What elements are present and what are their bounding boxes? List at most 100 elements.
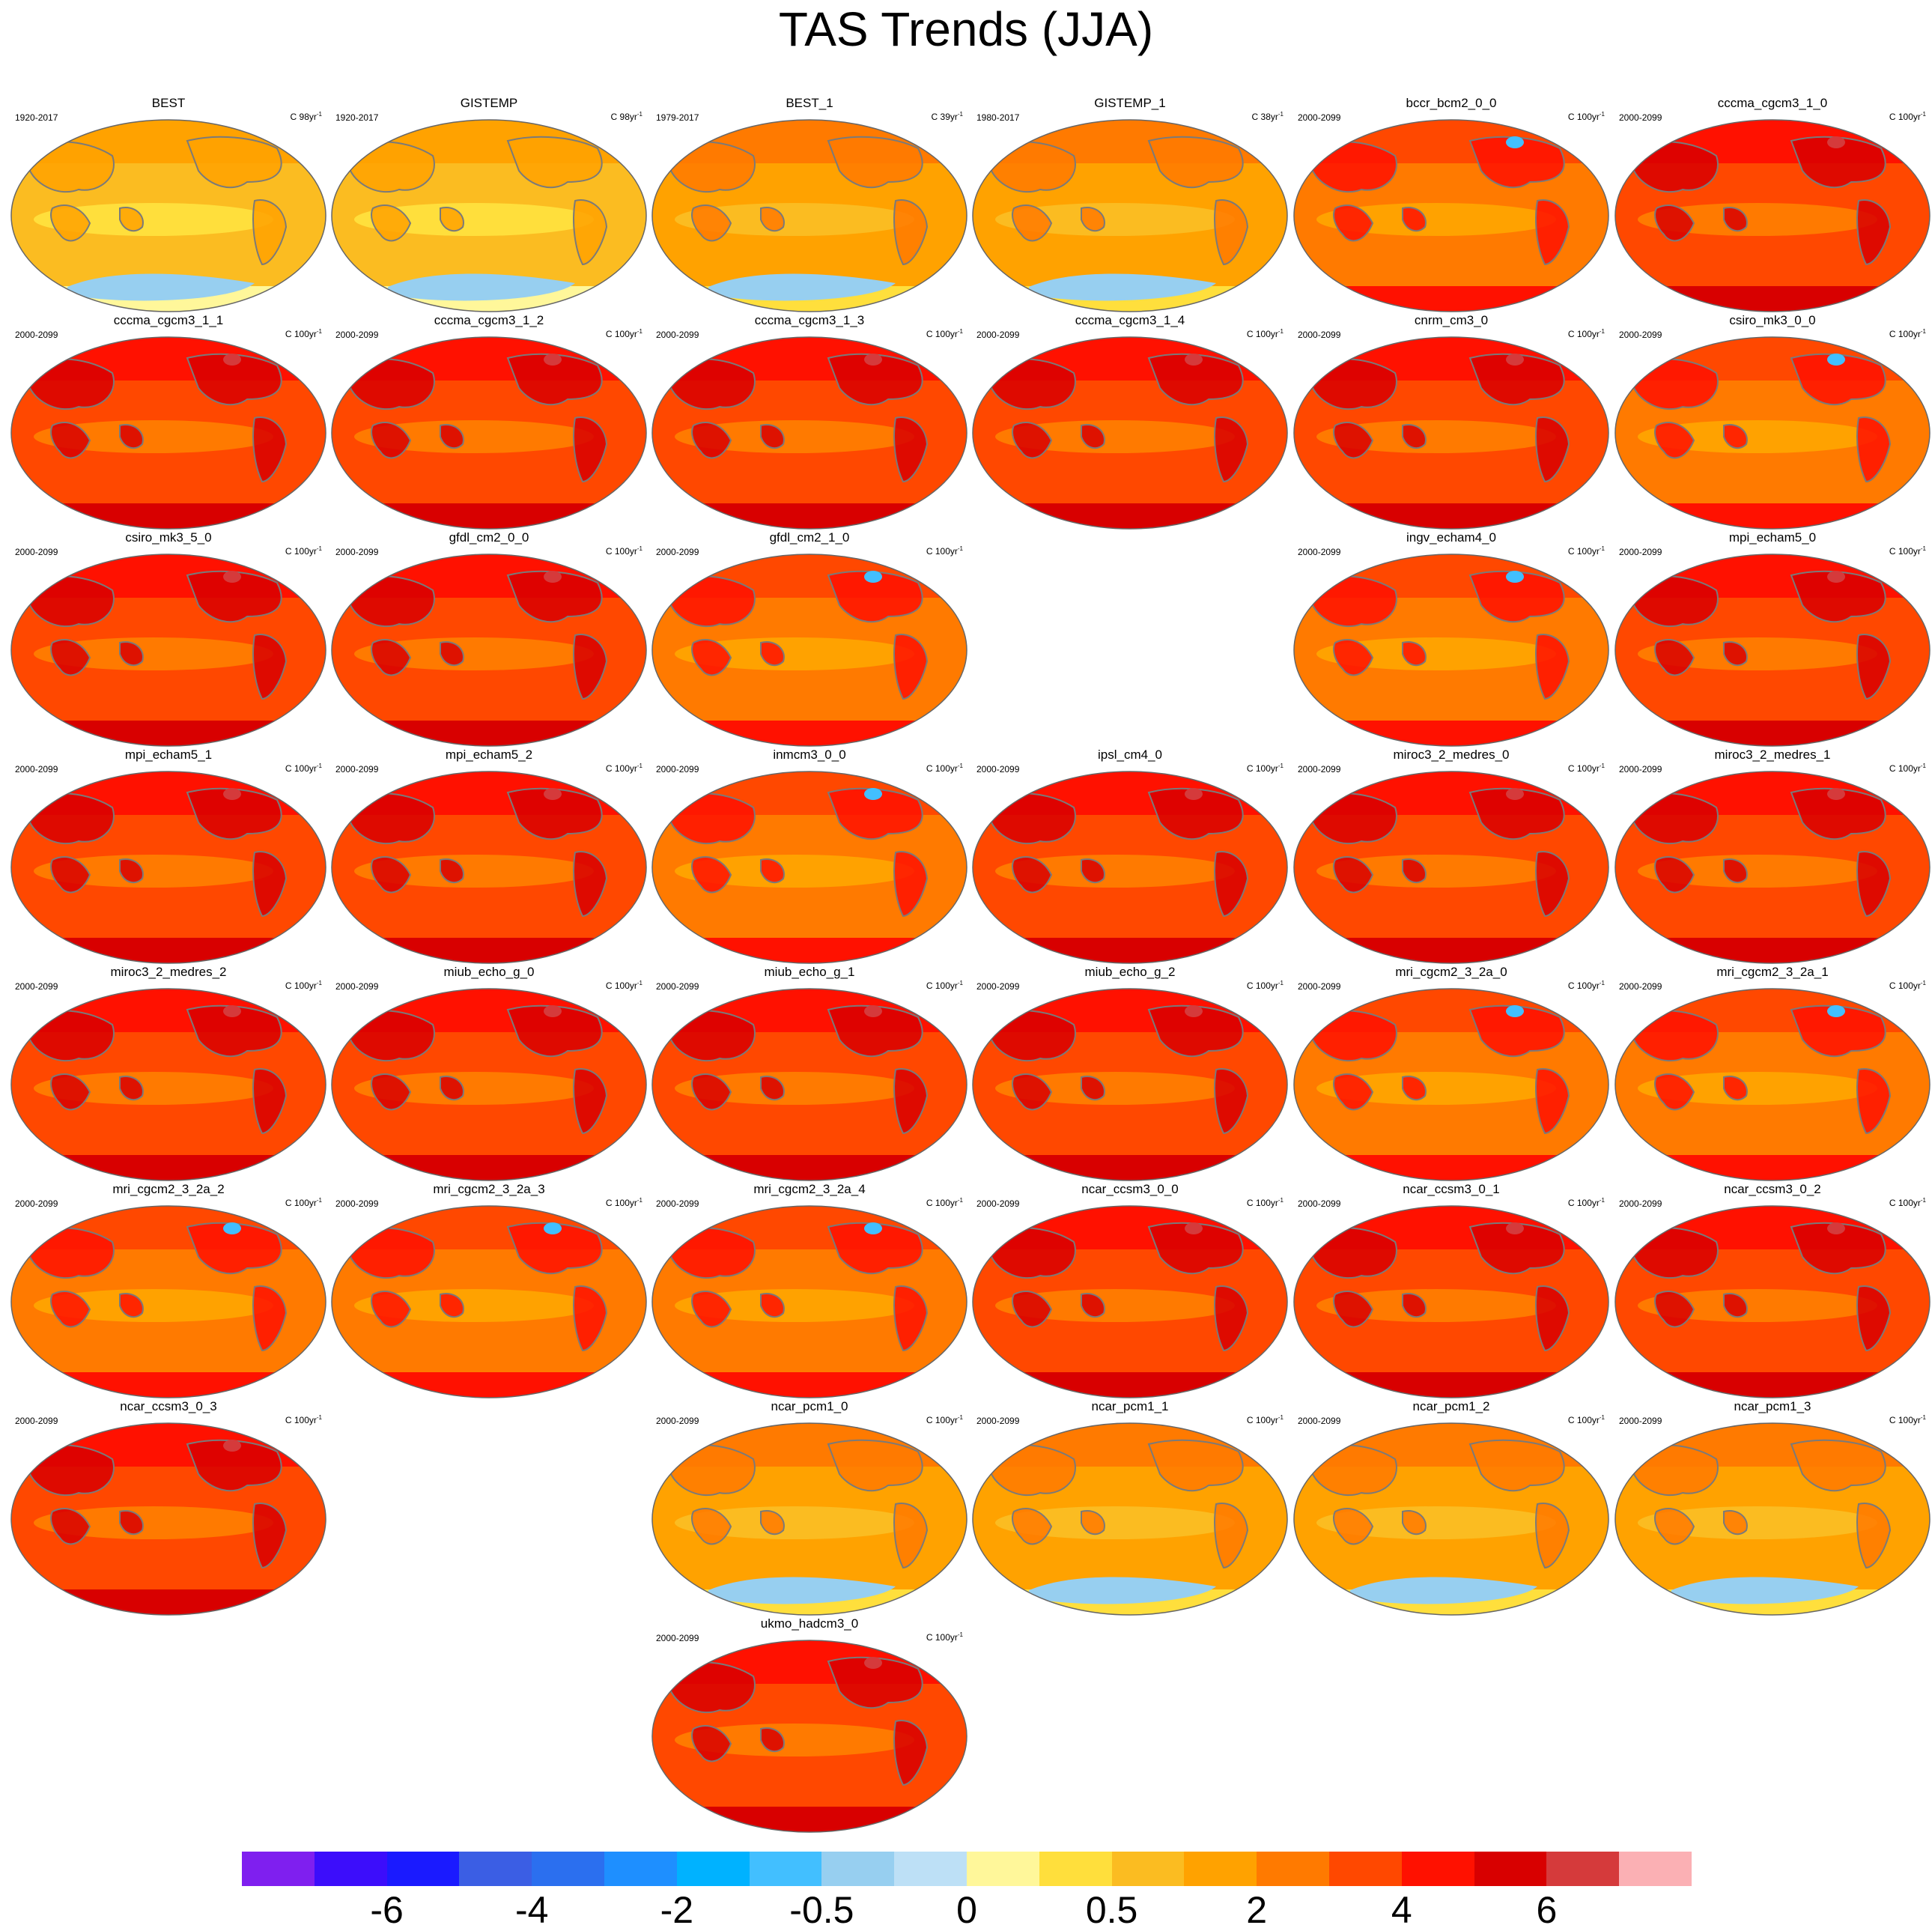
panel-period: 1979-2017 bbox=[656, 112, 699, 123]
land-region bbox=[50, 1073, 91, 1111]
anomaly-spot bbox=[223, 788, 241, 800]
land-region bbox=[1012, 856, 1053, 894]
land-region bbox=[1333, 422, 1374, 459]
land-region bbox=[1535, 1068, 1570, 1135]
map-outline bbox=[10, 1422, 326, 1616]
anomaly-spot bbox=[223, 1005, 241, 1017]
map-outline bbox=[972, 336, 1288, 530]
colorbar-tick-label: -2 bbox=[660, 1889, 694, 1931]
map-outline bbox=[1293, 554, 1609, 747]
colorbar-box bbox=[1329, 1852, 1403, 1886]
colorbar-tick-label: 6 bbox=[1536, 1889, 1558, 1931]
panel-units: C 100yr-1 bbox=[926, 328, 963, 339]
map-outline bbox=[651, 119, 967, 312]
land-region bbox=[1214, 199, 1249, 266]
map-panel: miub_echo_g_1 2000-2099 C 100yr-1 bbox=[648, 965, 970, 1182]
tropical-band bbox=[675, 637, 914, 670]
land-region bbox=[119, 641, 144, 667]
land-region bbox=[1633, 575, 1719, 628]
land-region bbox=[440, 641, 464, 667]
land-region bbox=[371, 1073, 412, 1111]
map-svg bbox=[651, 119, 967, 312]
anomaly-spot bbox=[544, 354, 562, 366]
land-region bbox=[760, 1076, 785, 1101]
land-region bbox=[1333, 856, 1374, 894]
south-band bbox=[652, 721, 967, 746]
panel-period: 2000-2099 bbox=[656, 764, 699, 774]
land-region bbox=[29, 1010, 115, 1062]
map-panel: cccma_cgcm3_1_0 2000-2099 C 100yr-1 bbox=[1611, 96, 1932, 313]
colorbar-box bbox=[1619, 1852, 1692, 1886]
land-region bbox=[440, 424, 464, 449]
panel-units: C 100yr-1 bbox=[1567, 328, 1605, 339]
map-outline bbox=[651, 336, 967, 530]
map-svg bbox=[10, 119, 326, 312]
panel-period: 2000-2099 bbox=[976, 1416, 1020, 1426]
map-outline bbox=[10, 1205, 326, 1398]
anomaly-spot bbox=[1827, 1222, 1845, 1234]
map-outline bbox=[1614, 119, 1931, 312]
anomaly-spot bbox=[864, 1005, 882, 1017]
panel-units: C 100yr-1 bbox=[926, 1631, 963, 1643]
land-region bbox=[350, 1227, 435, 1279]
tropical-band bbox=[675, 203, 914, 236]
south-band bbox=[1294, 503, 1609, 529]
tropical-band bbox=[1638, 203, 1877, 236]
land-region bbox=[1312, 1444, 1397, 1497]
land-region bbox=[1081, 207, 1105, 232]
colorbar-box bbox=[1546, 1852, 1620, 1886]
land-region bbox=[440, 207, 464, 232]
panel-period: 2000-2099 bbox=[335, 547, 379, 557]
land-region bbox=[1081, 424, 1105, 449]
south-band bbox=[652, 503, 967, 529]
map-panel: miroc3_2_medres_1 2000-2099 C 100yr-1 bbox=[1611, 748, 1932, 965]
land-region bbox=[350, 792, 435, 845]
tropical-band bbox=[675, 855, 914, 888]
anomaly-spot bbox=[544, 571, 562, 583]
tropical-band bbox=[1316, 855, 1556, 888]
land-region bbox=[1856, 1503, 1892, 1569]
anomaly-spot bbox=[1827, 788, 1845, 800]
panel-title: csiro_mk3_5_0 bbox=[125, 530, 212, 545]
tropical-band bbox=[354, 203, 594, 236]
panel-title: mri_cgcm2_3_2a_2 bbox=[112, 1182, 225, 1196]
land-region bbox=[1402, 1076, 1427, 1101]
map-svg bbox=[331, 1205, 647, 1398]
anomaly-spot bbox=[1506, 788, 1524, 800]
map-svg bbox=[10, 1422, 326, 1616]
panel-title: ncar_ccsm3_0_3 bbox=[120, 1399, 217, 1413]
map-outline bbox=[331, 771, 647, 964]
colorbar-box bbox=[386, 1852, 460, 1886]
map-svg bbox=[1293, 771, 1609, 964]
panel-title: cccma_cgcm3_1_0 bbox=[1717, 96, 1828, 110]
land-region bbox=[1312, 575, 1397, 628]
tropical-band bbox=[995, 203, 1235, 236]
map-outline bbox=[651, 1205, 967, 1398]
tropical-band bbox=[1638, 1289, 1877, 1322]
panel-title: inmcm3_0_0 bbox=[773, 748, 846, 762]
anomaly-spot bbox=[223, 354, 241, 366]
map-panel: ncar_pcm1_1 2000-2099 C 100yr-1 bbox=[969, 1399, 1291, 1616]
land-region bbox=[1723, 641, 1748, 667]
land-region bbox=[1856, 199, 1892, 266]
map-panel: ukmo_hadcm3_0 2000-2099 C 100yr-1 bbox=[648, 1616, 970, 1834]
land-region bbox=[1312, 1227, 1397, 1279]
land-region bbox=[893, 634, 929, 700]
panel-units: C 100yr-1 bbox=[926, 545, 963, 557]
south-band bbox=[332, 938, 646, 963]
tropical-band bbox=[1638, 855, 1877, 888]
land-region bbox=[760, 207, 785, 232]
tropical-band bbox=[995, 1072, 1235, 1105]
map-panel: mri_cgcm2_3_2a_3 2000-2099 C 100yr-1 bbox=[328, 1182, 650, 1399]
land-region bbox=[252, 851, 288, 918]
panel-title: mri_cgcm2_3_2a_3 bbox=[433, 1182, 545, 1196]
panel-period: 2000-2099 bbox=[976, 1198, 1020, 1209]
colorbar bbox=[242, 1852, 1692, 1886]
land-region bbox=[1633, 1010, 1719, 1062]
land-region bbox=[29, 575, 115, 628]
land-region bbox=[29, 792, 115, 845]
panel-units: C 39yr-1 bbox=[931, 111, 963, 122]
land-region bbox=[119, 424, 144, 449]
land-region bbox=[186, 136, 282, 189]
land-region bbox=[1535, 1285, 1570, 1352]
